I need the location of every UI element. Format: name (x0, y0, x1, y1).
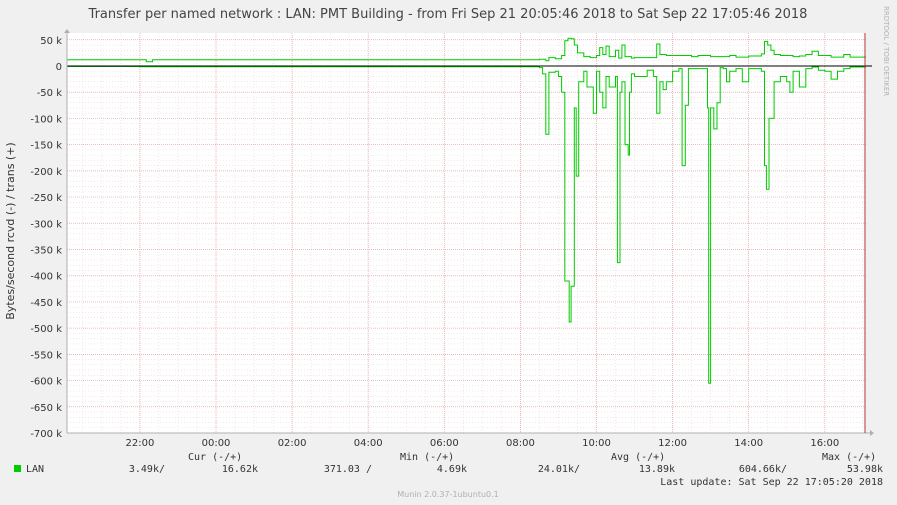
y-axis-label: Bytes/second rcvd (-) / trans (+) (4, 142, 17, 319)
munin-version: Munin 2.0.37-1ubuntu0.1 (397, 490, 499, 499)
x-tick-label: 00:00 (202, 438, 231, 449)
legend-avg-rcvd: 24.01k/ (538, 464, 580, 475)
legend-max-trans: 53.98k (847, 464, 883, 475)
x-tick-label: 02:00 (278, 438, 307, 449)
y-tick-label: -500 k (30, 324, 62, 335)
y-tick-label: -50 k (37, 88, 63, 99)
x-tick-labels: 22:00 00:00 02:00 04:00 06:00 08:00 10:00 12:00… (126, 438, 840, 449)
y-tick-label: -700 k (30, 429, 62, 440)
grid (67, 33, 866, 434)
y-axis-arrow (64, 29, 70, 33)
legend-max-rcvd: 604.66k/ (739, 464, 787, 475)
y-tick-label: -100 k (30, 114, 62, 125)
legend-swatch-lan (14, 465, 21, 472)
x-tick-label: 06:00 (430, 438, 459, 449)
legend-header-min: Min (-/+) (400, 452, 454, 463)
x-tick-label: 10:00 (582, 438, 611, 449)
y-tick-label: 0 (56, 62, 62, 73)
legend-avg-trans: 13.89k (639, 464, 675, 475)
legend-min-trans: 4.69k (437, 464, 467, 475)
x-tick-label: 16:00 (810, 438, 839, 449)
y-tick-label: -450 k (30, 298, 62, 309)
x-tick-label: 08:00 (506, 438, 535, 449)
y-tick-labels: 50 k 0 -50 k -100 k -150 k -200 k -250 k -300 k… (30, 36, 62, 440)
y-tick-label: -150 k (30, 141, 62, 152)
series-lines (67, 37, 866, 384)
y-tick-label: -200 k (30, 167, 62, 178)
x-tick-label: 22:00 (126, 438, 155, 449)
axes (64, 29, 874, 436)
legend-series-name: LAN (26, 464, 44, 475)
x-tick-label: 14:00 (734, 438, 763, 449)
legend-header-cur: Cur (-/+) (188, 452, 242, 463)
y-tick-label: -550 k (30, 350, 62, 361)
series-trans-line (67, 37, 866, 63)
legend-min-rcvd: 371.03 / (324, 464, 372, 475)
legend-cur-trans: 16.62k (222, 464, 258, 475)
series-rcvd-line (67, 66, 866, 384)
y-tick-label: -400 k (30, 272, 62, 283)
last-update: Last update: Sat Sep 22 17:05:20 2018 (660, 477, 883, 488)
legend-header-max: Max (-/+) (822, 452, 876, 463)
x-tick-label: 12:00 (658, 438, 687, 449)
legend-cur-rcvd: 3.49k/ (129, 464, 165, 475)
y-tick-label: -300 k (30, 219, 62, 230)
rrdtool-credit: RRDTOOL / TOBI OETIKER (882, 6, 890, 96)
y-tick-label: -650 k (30, 403, 62, 414)
legend: Cur (-/+) Min (-/+) Avg (-/+) Max (-/+) … (14, 452, 883, 488)
y-tick-label: -350 k (30, 246, 62, 257)
y-tick-label: -600 k (30, 377, 62, 388)
x-axis-arrow (870, 430, 874, 436)
y-tick-label: -250 k (30, 193, 62, 204)
legend-header-avg: Avg (-/+) (611, 452, 665, 463)
x-tick-label: 04:00 (354, 438, 383, 449)
plot-area (67, 33, 866, 433)
chart-title: Transfer per named network : LAN: PMT Bu… (88, 7, 808, 22)
y-tick-label: 50 k (40, 36, 62, 47)
